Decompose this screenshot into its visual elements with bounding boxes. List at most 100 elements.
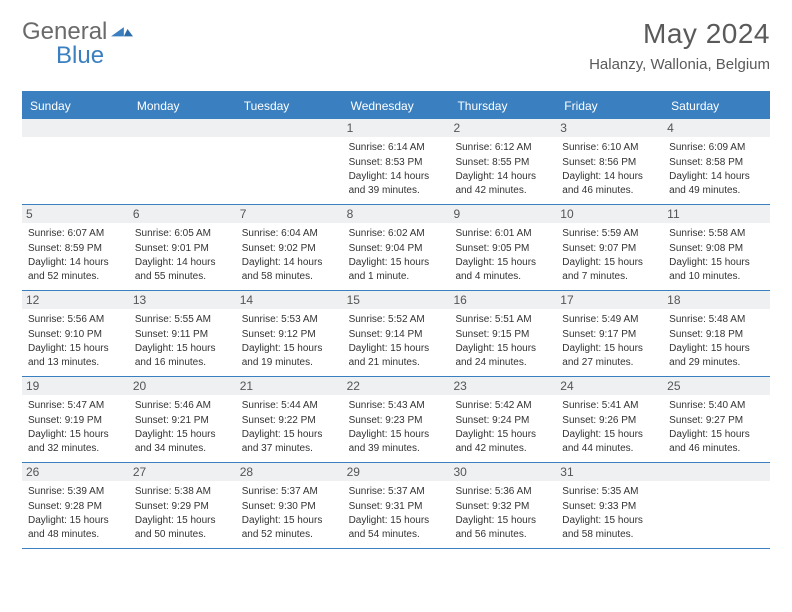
day-number: . (22, 119, 129, 137)
day-details: Sunrise: 5:56 AMSunset: 9:10 PMDaylight:… (28, 313, 123, 369)
day-details: Sunrise: 5:41 AMSunset: 9:26 PMDaylight:… (562, 399, 657, 455)
day-details: Sunrise: 6:14 AMSunset: 8:53 PMDaylight:… (349, 141, 444, 197)
day-cell: 6Sunrise: 6:05 AMSunset: 9:01 PMDaylight… (129, 205, 236, 290)
day-cell: 7Sunrise: 6:04 AMSunset: 9:02 PMDaylight… (236, 205, 343, 290)
day-details: Sunrise: 5:35 AMSunset: 9:33 PMDaylight:… (562, 485, 657, 541)
calendar: SundayMondayTuesdayWednesdayThursdayFrid… (22, 91, 770, 549)
day-number: 20 (129, 377, 236, 395)
calendar-week-row: 5Sunrise: 6:07 AMSunset: 8:59 PMDaylight… (22, 205, 770, 291)
sunset-text: Sunset: 8:56 PM (562, 156, 657, 170)
day-details: Sunrise: 5:59 AMSunset: 9:07 PMDaylight:… (562, 227, 657, 283)
day-details: Sunrise: 5:44 AMSunset: 9:22 PMDaylight:… (242, 399, 337, 455)
sunset-text: Sunset: 9:24 PM (455, 414, 550, 428)
sunset-text: Sunset: 8:53 PM (349, 156, 444, 170)
day-cell: 25Sunrise: 5:40 AMSunset: 9:27 PMDayligh… (663, 377, 770, 462)
day-cell: . (236, 119, 343, 204)
day-details: Sunrise: 5:37 AMSunset: 9:30 PMDaylight:… (242, 485, 337, 541)
day-number: 27 (129, 463, 236, 481)
day-cell: 24Sunrise: 5:41 AMSunset: 9:26 PMDayligh… (556, 377, 663, 462)
daylight-text: Daylight: 15 hours and 46 minutes. (669, 428, 764, 455)
sunset-text: Sunset: 9:08 PM (669, 242, 764, 256)
sunset-text: Sunset: 9:27 PM (669, 414, 764, 428)
daylight-text: Daylight: 15 hours and 42 minutes. (455, 428, 550, 455)
day-cell: 8Sunrise: 6:02 AMSunset: 9:04 PMDaylight… (343, 205, 450, 290)
day-number: 22 (343, 377, 450, 395)
day-details: Sunrise: 6:01 AMSunset: 9:05 PMDaylight:… (455, 227, 550, 283)
sunset-text: Sunset: 9:04 PM (349, 242, 444, 256)
sunrise-text: Sunrise: 5:46 AM (135, 399, 230, 413)
day-cell: 11Sunrise: 5:58 AMSunset: 9:08 PMDayligh… (663, 205, 770, 290)
sunrise-text: Sunrise: 5:47 AM (28, 399, 123, 413)
day-number: . (129, 119, 236, 137)
sunrise-text: Sunrise: 5:48 AM (669, 313, 764, 327)
sunset-text: Sunset: 9:18 PM (669, 328, 764, 342)
sunset-text: Sunset: 8:59 PM (28, 242, 123, 256)
sunset-text: Sunset: 9:30 PM (242, 500, 337, 514)
day-number: 3 (556, 119, 663, 137)
daylight-text: Daylight: 15 hours and 54 minutes. (349, 514, 444, 541)
day-cell: 30Sunrise: 5:36 AMSunset: 9:32 PMDayligh… (449, 463, 556, 548)
sunset-text: Sunset: 9:05 PM (455, 242, 550, 256)
sunrise-text: Sunrise: 5:42 AM (455, 399, 550, 413)
sunrise-text: Sunrise: 5:51 AM (455, 313, 550, 327)
sunset-text: Sunset: 9:32 PM (455, 500, 550, 514)
sunrise-text: Sunrise: 5:37 AM (242, 485, 337, 499)
day-number: 16 (449, 291, 556, 309)
day-details: Sunrise: 5:38 AMSunset: 9:29 PMDaylight:… (135, 485, 230, 541)
sunset-text: Sunset: 8:55 PM (455, 156, 550, 170)
day-number: 5 (22, 205, 129, 223)
day-cell: 20 Sunrise: 5:46 AMSunset: 9:21 PMDayligh… (129, 377, 236, 462)
day-details: Sunrise: 5:37 AMSunset: 9:31 PMDaylight:… (349, 485, 444, 541)
sunrise-text: Sunrise: 6:12 AM (455, 141, 550, 155)
day-details: Sunrise: 5:53 AMSunset: 9:12 PMDaylight:… (242, 313, 337, 369)
day-details: Sunrise: 5:46 AMSunset: 9:21 PMDaylight:… (135, 399, 230, 455)
day-number: 2 (449, 119, 556, 137)
weekday-header: Monday (129, 93, 236, 119)
day-cell: 13Sunrise: 5:55 AMSunset: 9:11 PMDayligh… (129, 291, 236, 376)
sunrise-text: Sunrise: 5:52 AM (349, 313, 444, 327)
day-number: 9 (449, 205, 556, 223)
day-cell: 17Sunrise: 5:49 AMSunset: 9:17 PMDayligh… (556, 291, 663, 376)
calendar-week-row: 19Sunrise: 5:47 AMSunset: 9:19 PMDayligh… (22, 377, 770, 463)
sunrise-text: Sunrise: 6:14 AM (349, 141, 444, 155)
day-details: Sunrise: 5:47 AMSunset: 9:19 PMDaylight:… (28, 399, 123, 455)
weekday-header: Saturday (663, 93, 770, 119)
sunrise-text: Sunrise: 6:01 AM (455, 227, 550, 241)
location-label: Halanzy, Wallonia, Belgium (589, 56, 770, 73)
weekday-header: Sunday (22, 93, 129, 119)
daylight-text: Daylight: 15 hours and 48 minutes. (28, 514, 123, 541)
daylight-text: Daylight: 15 hours and 52 minutes. (242, 514, 337, 541)
day-details: Sunrise: 5:55 AMSunset: 9:11 PMDaylight:… (135, 313, 230, 369)
sunrise-text: Sunrise: 5:43 AM (349, 399, 444, 413)
day-details: Sunrise: 5:42 AMSunset: 9:24 PMDaylight:… (455, 399, 550, 455)
daylight-text: Daylight: 15 hours and 56 minutes. (455, 514, 550, 541)
day-cell: 18Sunrise: 5:48 AMSunset: 9:18 PMDayligh… (663, 291, 770, 376)
sunrise-text: Sunrise: 5:38 AM (135, 485, 230, 499)
day-cell: 4Sunrise: 6:09 AMSunset: 8:58 PMDaylight… (663, 119, 770, 204)
day-number: . (663, 463, 770, 481)
day-number: 26 (22, 463, 129, 481)
day-cell: 9 Sunrise: 6:01 AMSunset: 9:05 PMDaylight… (449, 205, 556, 290)
day-details: Sunrise: 5:58 AMSunset: 9:08 PMDaylight:… (669, 227, 764, 283)
day-details: Sunrise: 5:48 AMSunset: 9:18 PMDaylight:… (669, 313, 764, 369)
daylight-text: Daylight: 14 hours and 46 minutes. (562, 170, 657, 197)
day-cell: 23Sunrise: 5:42 AMSunset: 9:24 PMDayligh… (449, 377, 556, 462)
daylight-text: Daylight: 15 hours and 32 minutes. (28, 428, 123, 455)
day-number: 4 (663, 119, 770, 137)
sunset-text: Sunset: 8:58 PM (669, 156, 764, 170)
sunset-text: Sunset: 9:26 PM (562, 414, 657, 428)
daylight-text: Daylight: 15 hours and 44 minutes. (562, 428, 657, 455)
sunrise-text: Sunrise: 5:41 AM (562, 399, 657, 413)
day-details: Sunrise: 5:43 AMSunset: 9:23 PMDaylight:… (349, 399, 444, 455)
day-details: Sunrise: 5:52 AMSunset: 9:14 PMDaylight:… (349, 313, 444, 369)
daylight-text: Daylight: 15 hours and 50 minutes. (135, 514, 230, 541)
day-cell: 15Sunrise: 5:52 AMSunset: 9:14 PMDayligh… (343, 291, 450, 376)
daylight-text: Daylight: 15 hours and 10 minutes. (669, 256, 764, 283)
sunrise-text: Sunrise: 5:35 AM (562, 485, 657, 499)
daylight-text: Daylight: 14 hours and 58 minutes. (242, 256, 337, 283)
daylight-text: Daylight: 15 hours and 4 minutes. (455, 256, 550, 283)
day-details: Sunrise: 5:39 AMSunset: 9:28 PMDaylight:… (28, 485, 123, 541)
sunset-text: Sunset: 9:15 PM (455, 328, 550, 342)
day-cell: 16Sunrise: 5:51 AMSunset: 9:15 PMDayligh… (449, 291, 556, 376)
daylight-text: Daylight: 15 hours and 27 minutes. (562, 342, 657, 369)
